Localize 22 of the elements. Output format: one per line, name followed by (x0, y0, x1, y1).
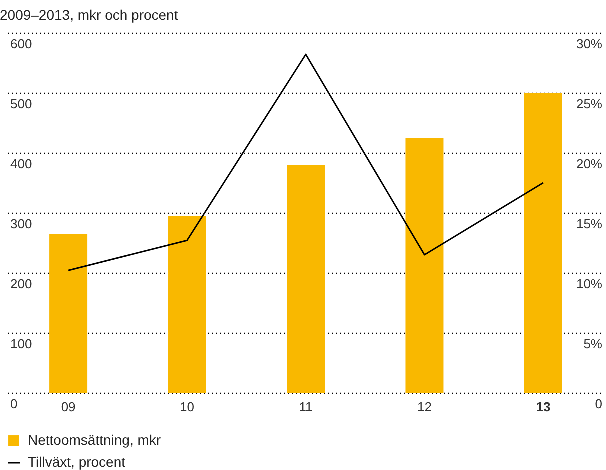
y2-tick-label: 15% (576, 216, 603, 232)
y2-tick-label: 30% (576, 36, 603, 52)
y-tick-label: 300 (10, 216, 32, 232)
y-tick-label: 500 (10, 96, 32, 112)
legend-label: Nettoomsättning, mkr (28, 432, 162, 448)
legend-label: Tillväxt, procent (28, 454, 126, 470)
x-tick-label: 09 (61, 400, 76, 414)
y2-tick-label: 10% (576, 276, 603, 292)
y2-tick-label: 20% (576, 156, 603, 172)
x-tick-label: 13 (536, 400, 551, 414)
x-tick-label: 11 (299, 400, 313, 414)
x-tick-label: 10 (180, 400, 195, 414)
y2-tick-label: 25% (576, 96, 603, 112)
chart-title: 2009–2013, mkr och procent (0, 7, 178, 23)
y-tick-label: 100 (10, 336, 32, 352)
y2-tick-label: 5% (584, 336, 603, 352)
y2-tick-label: 0 (595, 396, 602, 412)
x-tick-label: 12 (417, 400, 432, 414)
y-tick-label: 600 (10, 36, 32, 52)
y-tick-label: 400 (10, 156, 32, 172)
y-tick-label: 0 (10, 396, 18, 412)
y-tick-label: 200 (10, 276, 32, 292)
